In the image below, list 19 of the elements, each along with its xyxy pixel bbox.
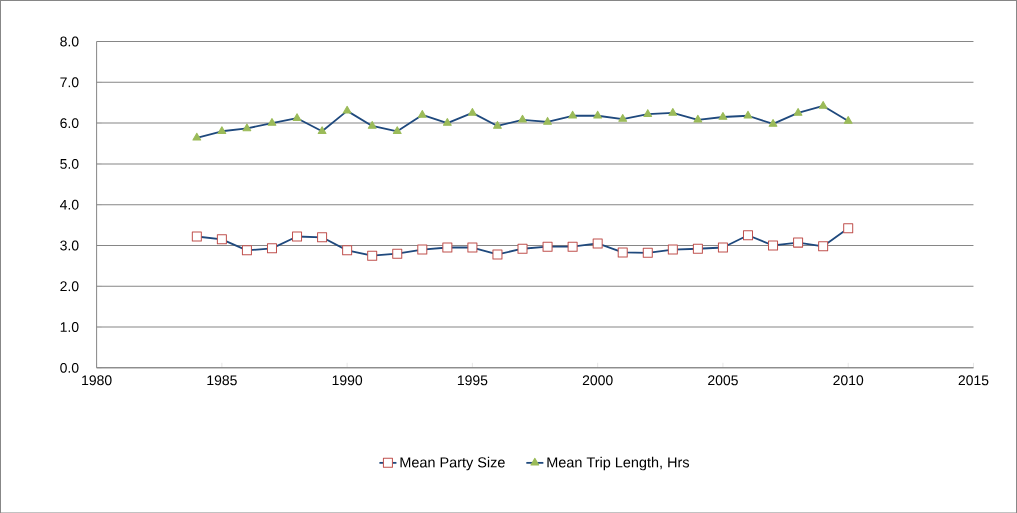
legend-label: Mean Trip Length, Hrs: [547, 456, 690, 471]
y-tick-label: 8.0: [60, 36, 79, 47]
y-tick-label: 6.0: [60, 117, 79, 128]
x-tick-label: 1990: [332, 375, 363, 386]
x-tick-label: 1985: [207, 375, 237, 386]
legend-label: Mean Party Size: [400, 456, 505, 471]
x-tick-label: 1980: [82, 375, 112, 386]
y-tick-label: 7.0: [60, 77, 79, 88]
x-tick-label: 2010: [833, 375, 864, 386]
y-tick-label: 1.0: [60, 321, 79, 332]
y-tick-label: 0.0: [60, 362, 79, 373]
y-tick-label: 3.0: [60, 240, 79, 251]
y-tick-label: 4.0: [59, 199, 79, 210]
y-tick-label: 5.0: [60, 158, 79, 169]
y-tick-label: 2.0: [60, 281, 79, 291]
x-tick-label: 2000: [582, 375, 613, 386]
x-tick-label: 2005: [708, 375, 738, 386]
x-tick-label: 1995: [457, 375, 488, 386]
x-tick-label: 2015: [958, 375, 989, 386]
